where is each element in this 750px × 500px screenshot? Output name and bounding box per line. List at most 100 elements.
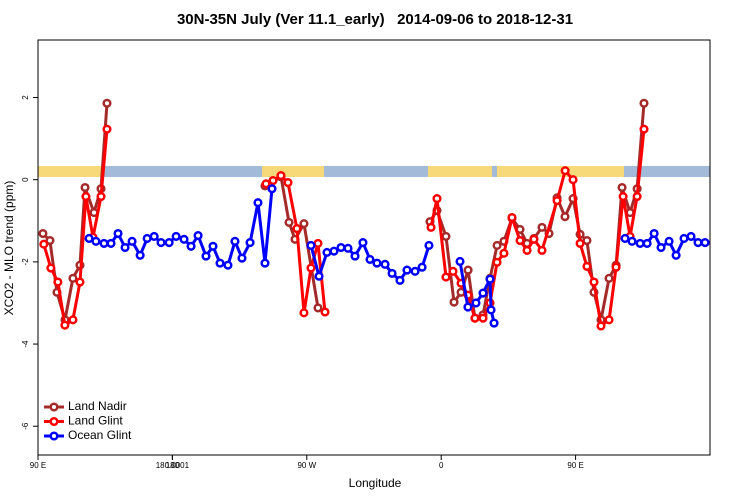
data-point [686, 231, 696, 241]
data-point [656, 242, 666, 253]
data-point [620, 233, 630, 244]
data-point [492, 240, 502, 250]
data-point [38, 228, 48, 239]
data-point [395, 275, 405, 285]
data-point [582, 261, 592, 271]
data-point [336, 242, 346, 253]
data-point [314, 271, 324, 281]
data-point [441, 272, 451, 282]
land-band [428, 166, 492, 177]
data-point [693, 238, 703, 248]
x-tick-label: 90 E [30, 461, 46, 470]
data-point [380, 259, 390, 269]
data-point [529, 234, 539, 244]
legend-item: Ocean Glint [44, 428, 132, 442]
data-point [560, 166, 570, 176]
data-point [135, 250, 145, 260]
data-point [589, 277, 599, 287]
data-point [299, 219, 309, 229]
y-tick-label: -4 [21, 340, 30, 348]
data-point [617, 182, 627, 193]
data-point [179, 234, 189, 244]
data-point [329, 246, 339, 256]
y-axis-label: XCO2 - MLO trend (ppm) [2, 181, 16, 316]
data-point [402, 265, 412, 275]
data-point [299, 308, 309, 318]
data-point [478, 313, 488, 323]
data-point [253, 198, 263, 208]
data-point [127, 236, 137, 246]
data-point [463, 265, 473, 275]
chart-title: 30N-35N July (Ver 11.1_early) 2014-09-06… [177, 11, 573, 28]
data-point [343, 243, 353, 253]
data-point [537, 222, 547, 232]
data-point [201, 251, 211, 261]
data-point [46, 263, 56, 273]
data-point [45, 235, 55, 246]
data-point [492, 257, 502, 267]
data-point [635, 238, 645, 248]
legend-item: Land Glint [44, 414, 123, 428]
data-point [552, 196, 562, 206]
legend-label: Ocean Glint [68, 428, 132, 442]
data-point [387, 268, 397, 278]
data-point [471, 298, 481, 308]
data-point [649, 228, 659, 239]
data-point [485, 274, 495, 284]
data-point [149, 231, 159, 241]
legend-label: Land Nadir [68, 399, 127, 413]
x-tick-label: 180.0001 [156, 461, 190, 470]
data-point [171, 231, 181, 241]
land-band [38, 166, 102, 177]
data-point [102, 98, 112, 108]
data-point [424, 240, 434, 250]
data-point [164, 238, 174, 248]
data-point [142, 233, 152, 244]
data-point [410, 266, 420, 276]
series [84, 184, 710, 328]
y-tick-label: -6 [21, 422, 30, 430]
data-point [68, 315, 78, 325]
data-point [223, 260, 233, 270]
data-point [245, 238, 255, 248]
data-point [276, 171, 286, 181]
data-point [208, 241, 218, 251]
data-point [486, 305, 496, 315]
data-point [156, 238, 166, 248]
ocean-band [38, 166, 710, 177]
data-point [102, 124, 112, 134]
data-point [627, 236, 637, 246]
data-point [560, 212, 570, 222]
data-point [372, 258, 382, 268]
data-point [596, 321, 606, 331]
data-point [575, 238, 585, 248]
data-point [700, 238, 710, 248]
data-point [642, 238, 652, 248]
legend-item: Land Nadir [44, 399, 127, 413]
data-point [81, 191, 91, 202]
data-point [113, 228, 123, 239]
data-point [260, 258, 270, 268]
data-point [215, 258, 225, 268]
data-point [283, 178, 293, 188]
land-band [497, 166, 624, 177]
data-point [664, 236, 674, 246]
surface-band [38, 166, 710, 177]
data-point [60, 320, 70, 330]
data-point [611, 262, 621, 272]
x-axis-label: Longitude [349, 476, 402, 490]
data-point [320, 307, 330, 317]
plot-frame [37, 39, 711, 456]
data-point [639, 124, 649, 134]
legend-marker [49, 431, 59, 441]
data-point [261, 179, 271, 189]
data-point [322, 247, 332, 257]
data-point [448, 266, 458, 276]
data-point [441, 231, 451, 241]
y-tick-label: 0 [21, 177, 30, 182]
data-point [96, 191, 106, 202]
y-tick-label: 2 [21, 95, 30, 100]
data-point [306, 240, 316, 250]
data-point [679, 233, 689, 244]
